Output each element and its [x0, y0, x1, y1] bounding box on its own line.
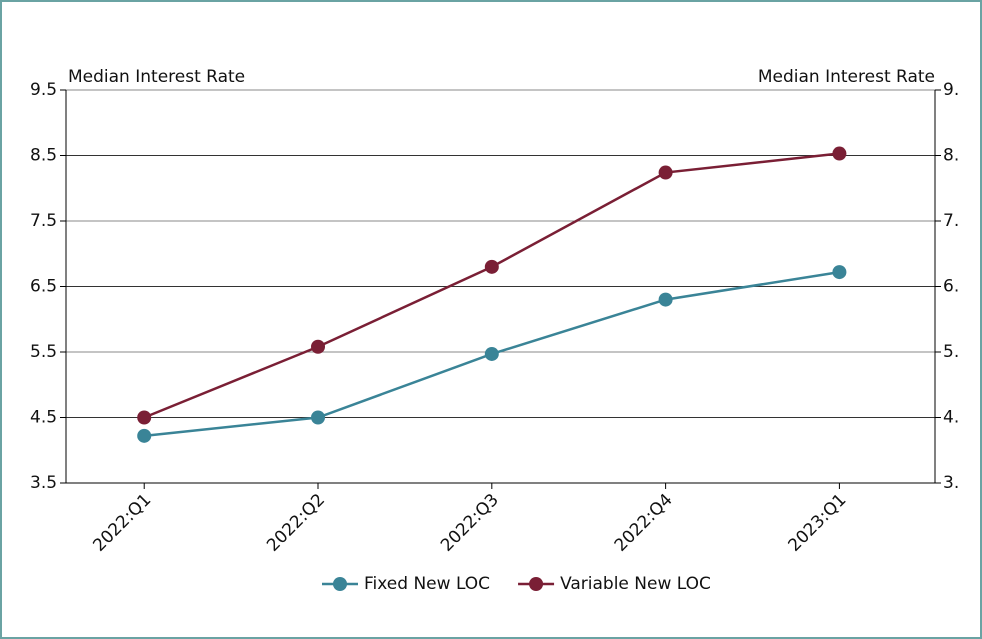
- data-point: [832, 265, 847, 280]
- y2-labels: 3.5 4.5 5.5 6.5 7.5 8.5 9.5: [943, 80, 970, 493]
- y-axis-title: Median Interest Rate: [68, 67, 245, 87]
- y2-tick-label: 8.5: [943, 146, 970, 166]
- y2-tick-label: 3.5: [943, 473, 970, 493]
- legend-marker: [333, 577, 347, 591]
- data-point: [484, 346, 499, 361]
- y2-tick-label: 7.5: [943, 211, 970, 231]
- data-point: [311, 339, 326, 354]
- y2-tick-label: 5.5: [943, 342, 970, 362]
- y2-tick-label: 4.5: [943, 408, 970, 428]
- y2-tick-label: 9.5: [943, 80, 970, 100]
- data-point: [832, 146, 847, 161]
- y-tick-label: 6.5: [30, 277, 57, 297]
- data-point: [311, 410, 326, 425]
- y-tick-label: 9.5: [30, 80, 57, 100]
- legend-label: Variable New LOC: [560, 574, 711, 594]
- legend-marker: [529, 577, 544, 591]
- y-tick-label: 5.5: [30, 342, 57, 362]
- data-point: [137, 410, 152, 425]
- data-point: [137, 428, 152, 443]
- y-tick-label: 7.5: [30, 211, 57, 231]
- y-tick-label: 3.5: [30, 473, 57, 493]
- data-point: [658, 292, 673, 307]
- y2-axis-title: Median Interest Rate: [758, 67, 935, 87]
- y-tick-label: 8.5: [30, 146, 57, 166]
- y-tick-label: 4.5: [30, 408, 57, 428]
- data-point: [484, 259, 499, 274]
- data-point: [658, 165, 673, 180]
- y2-tick-label: 6.5: [943, 277, 970, 297]
- legend-label: Fixed New LOC: [364, 574, 490, 594]
